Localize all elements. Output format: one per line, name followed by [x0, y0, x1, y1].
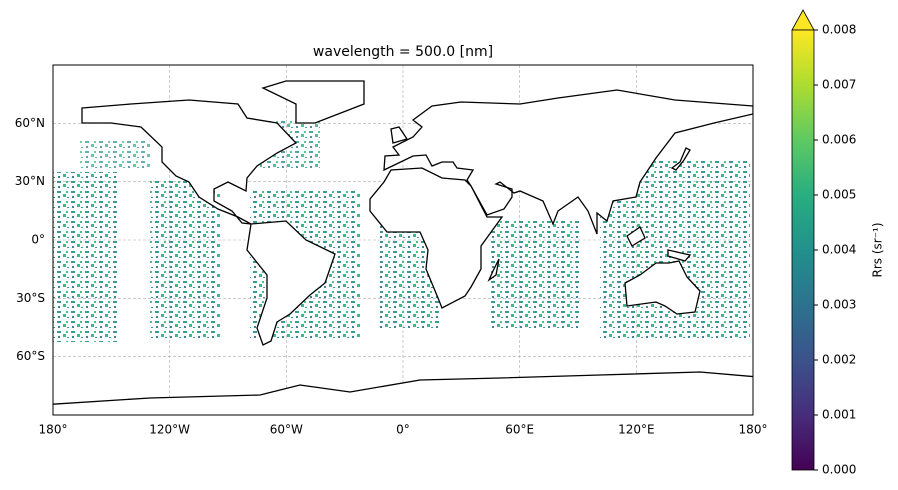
new-guinea	[667, 249, 692, 262]
data-swath	[490, 220, 580, 330]
colorbar-tick-label: 0.006	[822, 133, 856, 147]
x-tick-label: 180°	[739, 423, 768, 437]
north-america	[81, 99, 298, 225]
colorbar-tick-label: 0.002	[822, 353, 856, 367]
y-tick-label: 0°	[31, 233, 45, 247]
japan	[670, 147, 691, 171]
data-swath	[80, 140, 150, 170]
great-britain	[390, 126, 409, 144]
x-tick-label: 60°E	[505, 423, 534, 437]
africa	[369, 167, 504, 309]
colorbar-tick-label: 0.007	[822, 78, 856, 92]
colorbar-tick-label: 0.000	[822, 463, 856, 477]
colorbar-tick-label: 0.005	[822, 188, 856, 202]
x-tick-label: 60°W	[270, 423, 303, 437]
colorbar-tick-label: 0.001	[822, 408, 856, 422]
data-swath	[53, 172, 118, 342]
eurasia	[383, 89, 753, 235]
data-swath	[150, 180, 220, 340]
x-tick-label: 120°W	[149, 423, 190, 437]
colorbar-label: Rrs (sr⁻¹)	[871, 222, 885, 277]
colorbar-tick-label: 0.008	[822, 23, 856, 37]
south-america	[246, 220, 336, 346]
y-tick-label: 60°S	[16, 349, 45, 363]
y-tick-label: 30°S	[16, 291, 45, 305]
x-tick-label: 120°E	[618, 423, 655, 437]
australia	[624, 260, 701, 315]
x-tick-label: 0°	[396, 423, 410, 437]
colorbar-extend	[791, 9, 815, 31]
ocean-data	[53, 120, 750, 342]
x-tick-label: 180°	[39, 423, 68, 437]
coastlines	[53, 80, 753, 415]
antarctica	[53, 371, 753, 415]
ticks: 180° 120°W 60°W 0° 60°E 120°E 180° 60°N 30°N 0° 30…	[15, 23, 857, 477]
madagascar	[487, 258, 500, 282]
greenland	[261, 80, 365, 124]
borneo	[626, 226, 646, 247]
colorbar-tick-label: 0.004	[822, 243, 856, 257]
y-tick-label: 60°N	[15, 116, 45, 130]
colorbar	[791, 29, 815, 471]
chart-title: wavelength = 500.0 [nm]	[313, 44, 493, 60]
y-tick-label: 30°N	[15, 174, 45, 188]
colorbar-tick-label: 0.003	[822, 298, 856, 312]
map-frame	[52, 64, 754, 416]
